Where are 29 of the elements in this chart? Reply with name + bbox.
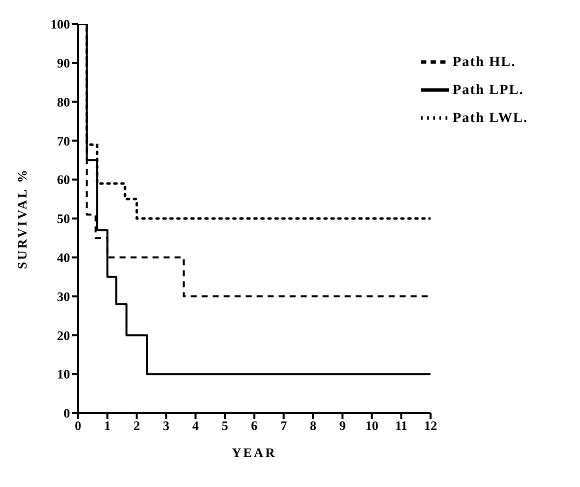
x-tick-label: 10 — [365, 418, 378, 434]
x-tick-label: 6 — [251, 418, 258, 434]
y-axis-title: SURVIVAL % — [14, 168, 30, 270]
x-tick-label: 0 — [74, 418, 82, 434]
y-tick-label: 90 — [57, 56, 70, 71]
legend-label: Path HL. — [452, 54, 516, 70]
x-tick-label: 5 — [222, 418, 229, 434]
y-tick-label: 30 — [57, 288, 70, 304]
x-tick-label: 7 — [280, 418, 288, 434]
y-tick-label: 40 — [57, 250, 70, 266]
y-tick-label: 60 — [57, 172, 70, 188]
x-tick-label: 1 — [104, 418, 111, 434]
x-tick-label: 9 — [339, 418, 346, 434]
y-tick-label: 10 — [57, 366, 70, 382]
y-tick-label: 70 — [57, 133, 70, 148]
y-tick-label: 20 — [57, 328, 70, 343]
x-tick-label: 3 — [162, 418, 170, 434]
y-tick-label: 80 — [57, 94, 70, 110]
x-tick-label: 4 — [192, 418, 200, 434]
x-axis-title: YEAR — [232, 445, 277, 460]
x-tick-label: 12 — [424, 418, 438, 434]
legend-label: Path LWL. — [452, 110, 528, 126]
x-tick-label: 11 — [395, 418, 408, 434]
y-tick-label: 50 — [57, 211, 70, 226]
y-tick-label: 0 — [64, 406, 70, 421]
y-tick-label: 100 — [50, 16, 70, 32]
x-tick-label: 8 — [310, 418, 317, 434]
legend-label: Path LPL. — [452, 82, 524, 98]
x-tick-label: 2 — [134, 418, 140, 434]
